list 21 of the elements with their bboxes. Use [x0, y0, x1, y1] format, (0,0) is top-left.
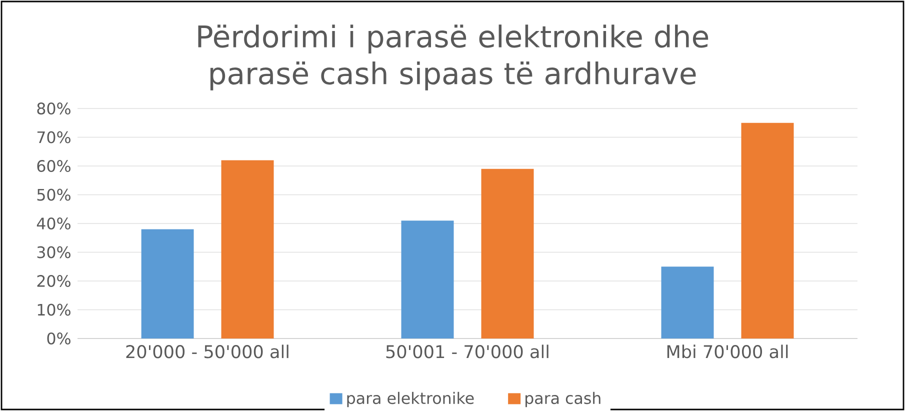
y-tick-label: 70%	[37, 132, 70, 144]
legend-label: para elektronike	[347, 392, 474, 408]
bar	[741, 123, 794, 339]
y-tick-label: 80%	[37, 102, 70, 115]
bar	[401, 220, 454, 339]
legend-label: para cash	[526, 392, 600, 408]
chart-title: Përdorimi i parasë elektronike dhe parasë cash sipaas të ardhurave	[198, 24, 708, 91]
y-tick-label: 20%	[37, 275, 70, 288]
y-tick-label: 60%	[37, 160, 70, 172]
bar	[141, 229, 194, 339]
x-tick-label: 20'000 - 50'000 all	[126, 344, 288, 359]
y-tick-label: 0%	[47, 332, 70, 345]
bar	[661, 266, 714, 339]
bar	[221, 160, 274, 339]
y-tick-label: 10%	[38, 304, 70, 316]
y-tick-label: 40%	[36, 218, 70, 230]
y-tick-label: 30%	[37, 246, 70, 258]
y-tick-label: 50%	[37, 188, 70, 201]
x-tick-label: 50'001 - 70'000 all	[386, 344, 548, 359]
x-tick-label: Mbi 70'000 all	[667, 344, 788, 359]
bar	[481, 169, 534, 339]
